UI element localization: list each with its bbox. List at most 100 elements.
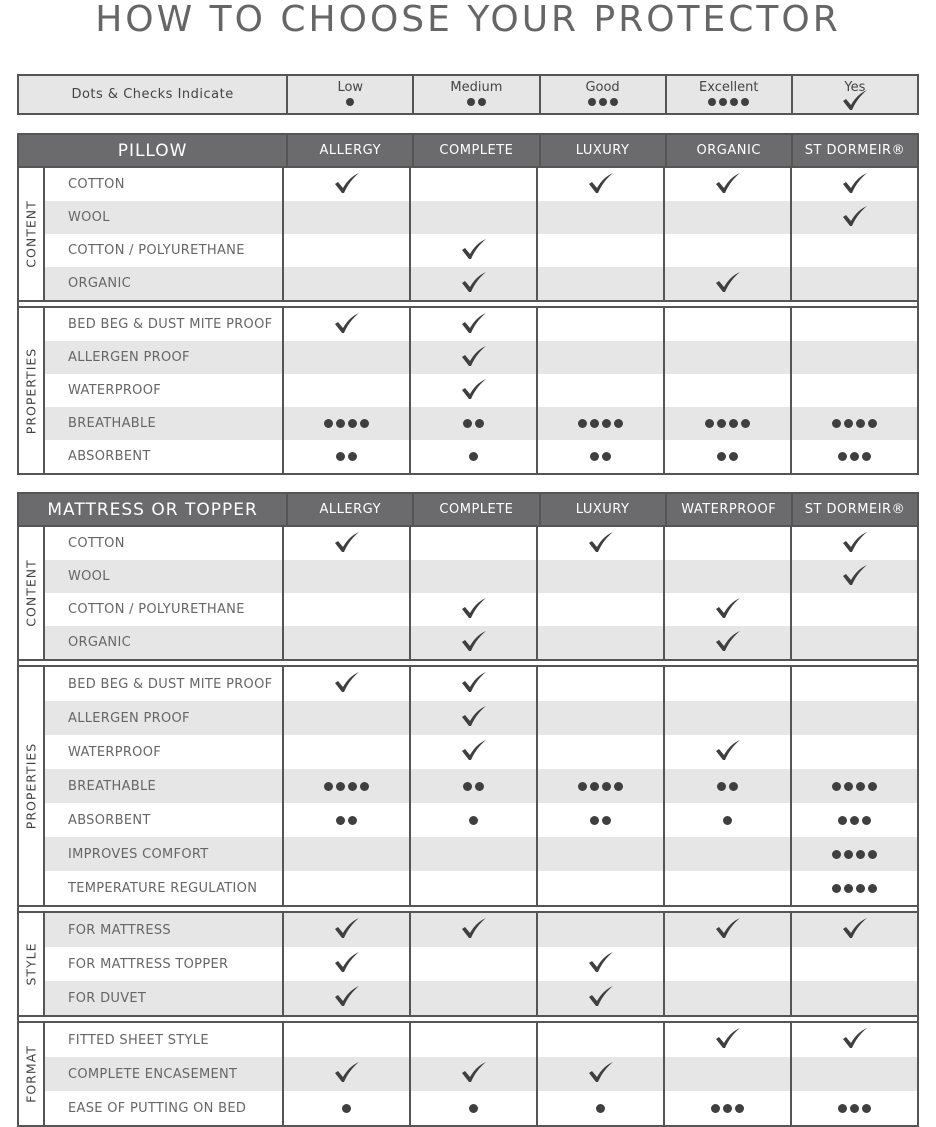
table-cell [282,308,409,341]
dot-icon [590,815,599,825]
section-title: MATTRESS OR TOPPER [47,499,258,520]
dot-icon [324,419,333,428]
table-cell [790,871,917,905]
table-cell [536,626,663,659]
table-cell [663,234,790,267]
table-cell [790,374,917,407]
check-icon [842,205,868,231]
check-icon [842,531,868,557]
table-cell [790,1057,917,1091]
dot-icon [614,781,623,791]
check-icon [461,238,487,264]
dot-icon [336,815,345,825]
dot-rating [723,815,732,825]
table-cell [663,407,790,440]
table-cell [663,803,790,837]
table-cell [663,626,790,659]
row-label: FITTED SHEET STYLE [68,1032,209,1048]
check-icon [715,1027,741,1053]
dot-icon [336,452,345,461]
check-icon [842,89,868,115]
check-icon [334,1061,360,1087]
dot-rating [346,98,355,106]
table-row: FOR DUVET [45,981,917,1015]
table-cell [409,735,536,769]
dot-icon [466,98,475,106]
row-label: COTTON [68,177,125,192]
table-row: WOOL [45,560,917,593]
dot-icon [614,419,623,428]
dot-icon [741,419,750,428]
table-row: COTTON / POLYURETHANE [45,234,917,267]
table-cell [790,407,917,440]
table-row: WATERPROOF [45,374,917,407]
table-cell [282,234,409,267]
pillow-table: PILLOW ALLERGY COMPLETE LUXURY ORGANIC ST DOR… [17,133,919,475]
table-cell [663,341,790,374]
table-cell [663,593,790,626]
table-cell [536,913,663,947]
group-label: CONTENT [19,168,45,300]
table-cell [663,667,790,701]
table-cell [790,440,917,473]
dot-rating [587,98,618,106]
dot-icon [730,98,739,106]
table-row: ORGANIC [45,626,917,659]
dot-icon [723,1103,732,1113]
dot-icon [719,98,728,106]
dot-icon [705,419,714,428]
table-cell [409,374,536,407]
dot-icon [850,815,859,825]
table-cell [663,201,790,234]
check-icon [461,271,487,297]
table-cell [282,527,409,560]
table-cell [790,168,917,201]
dot-icon [838,452,847,461]
check-icon [334,312,360,338]
group-label-text: FORMAT [23,1045,39,1103]
table-cell [536,341,663,374]
group-label: FORMAT [19,1023,45,1125]
dot-icon [862,452,871,461]
table-cell [790,201,917,234]
table-cell [663,871,790,905]
table-row: COTTON / POLYURETHANE [45,593,917,626]
check-icon [715,597,741,623]
table-cell [282,593,409,626]
table-cell [790,626,917,659]
dot-icon [348,815,357,825]
dot-icon [609,98,618,106]
table-row: IMPROVES COMFORT [45,837,917,871]
group-rows: FOR MATTRESS FOR MATTRESS TOPPER FOR DUVET [45,913,917,1015]
check-icon [461,345,487,371]
dot-icon [856,419,865,428]
table-cell [409,913,536,947]
dot-icon [856,781,865,791]
table-row: FOR MATTRESS TOPPER [45,947,917,981]
dot-icon [587,98,596,106]
group-label: STYLE [19,913,45,1015]
table-cell [282,267,409,300]
row-label: FOR MATTRESS TOPPER [68,956,229,972]
group-label: CONTENT [19,527,45,659]
table-cell [663,735,790,769]
table-cell [790,1023,917,1057]
row-label: WATERPROOF [68,383,162,398]
table-cell [409,308,536,341]
table-cell [790,560,917,593]
dot-rating [832,419,877,428]
row-label: ALLERGEN PROOF [45,701,282,735]
table-cell [536,440,663,473]
column-header: ST DORMEIR® [790,494,917,525]
table-cell [409,267,536,300]
row-label: WOOL [45,201,282,234]
dot-icon [856,849,865,859]
row-label: WOOL [45,560,282,593]
dot-icon [729,452,738,461]
dot-rating [342,1103,351,1113]
table-cell [282,168,409,201]
dot-icon [868,849,877,859]
table-cell [536,701,663,735]
dot-rating [705,419,750,428]
table-cell [536,735,663,769]
